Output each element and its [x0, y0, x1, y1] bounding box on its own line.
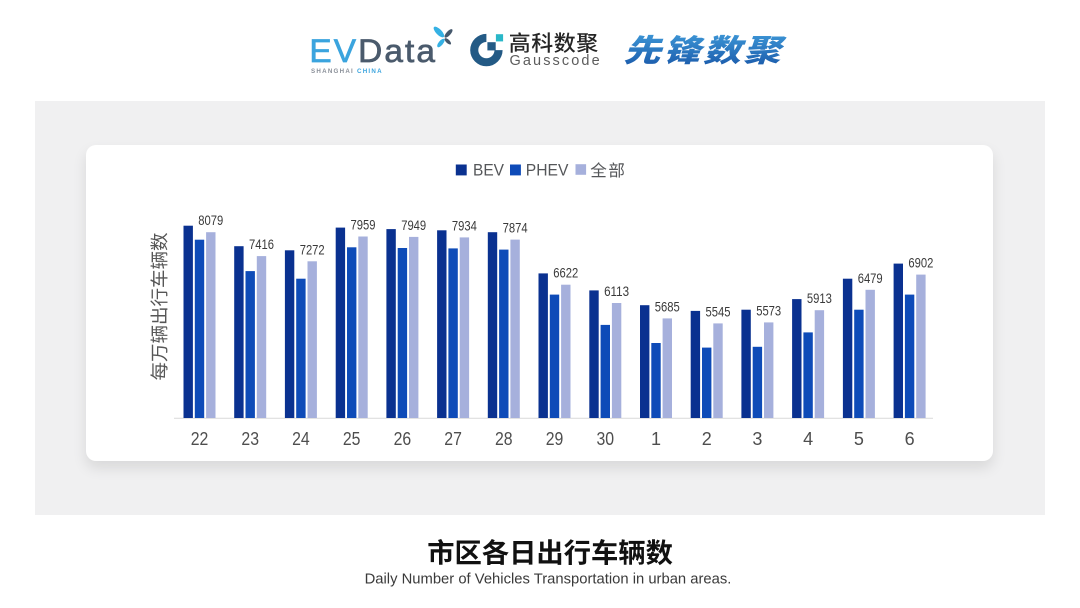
svg-text:5: 5 — [854, 429, 864, 449]
svg-text:7416: 7416 — [249, 236, 274, 252]
svg-text:1: 1 — [651, 429, 661, 449]
svg-text:8079: 8079 — [198, 212, 223, 228]
svg-text:7272: 7272 — [300, 241, 325, 257]
svg-text:7934: 7934 — [452, 217, 477, 233]
svg-text:SHANGHAI CHINA: SHANGHAI CHINA — [311, 68, 383, 75]
svg-text:Gausscode: Gausscode — [510, 53, 602, 69]
svg-text:2: 2 — [702, 429, 712, 449]
svg-text:3: 3 — [752, 429, 762, 449]
svg-text:5685: 5685 — [655, 298, 680, 314]
svg-text:EVData: EVData — [309, 33, 437, 69]
svg-text:26: 26 — [394, 429, 412, 449]
svg-text:24: 24 — [292, 429, 310, 449]
svg-text:5913: 5913 — [807, 290, 832, 306]
svg-text:PHEV: PHEV — [526, 161, 569, 180]
svg-text:6479: 6479 — [858, 270, 883, 286]
svg-text:30: 30 — [596, 429, 614, 449]
svg-text:7949: 7949 — [401, 217, 426, 233]
svg-text:29: 29 — [546, 429, 564, 449]
svg-text:7874: 7874 — [503, 220, 528, 236]
svg-text:6113: 6113 — [604, 283, 629, 299]
svg-text:5573: 5573 — [756, 302, 781, 318]
svg-text:Daily Number of Vehicles Trans: Daily Number of Vehicles Transportation … — [365, 572, 732, 588]
svg-text:5545: 5545 — [706, 303, 731, 319]
svg-text:23: 23 — [241, 429, 259, 449]
svg-text:6902: 6902 — [908, 255, 933, 271]
svg-text:27: 27 — [444, 429, 462, 449]
svg-text:BEV: BEV — [473, 161, 505, 180]
svg-text:6622: 6622 — [553, 265, 578, 281]
svg-text:25: 25 — [343, 429, 361, 449]
svg-text:28: 28 — [495, 429, 513, 449]
svg-text:4: 4 — [803, 429, 813, 449]
svg-text:22: 22 — [191, 429, 209, 449]
svg-text:7959: 7959 — [351, 217, 376, 233]
svg-text:6: 6 — [905, 429, 915, 449]
